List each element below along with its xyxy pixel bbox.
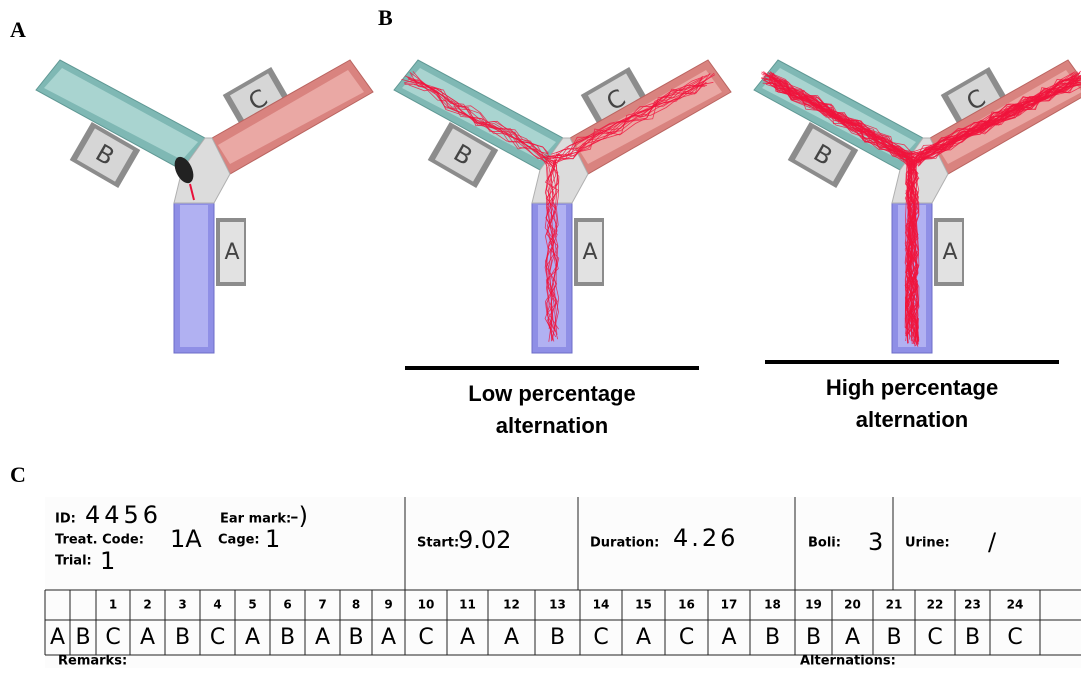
trial-number: 4 (213, 598, 221, 612)
panel-label: A (10, 17, 26, 42)
trial-number: 3 (178, 598, 186, 612)
trial-number: 5 (248, 598, 256, 612)
field-label: Urine: (905, 536, 950, 551)
trial-number: 1 (109, 598, 117, 612)
trial-number: 23 (964, 598, 981, 612)
arm-entry: C (210, 625, 225, 650)
arm-label: A (224, 240, 239, 265)
arm-a-floor (180, 205, 208, 347)
field-value: 3 (868, 528, 883, 556)
field-label: Alternations: (800, 654, 896, 669)
trial-number: 24 (1007, 598, 1024, 612)
arm-entry: A (636, 625, 651, 650)
field-value: 9.02 (458, 526, 511, 554)
field-value: 4.26 (673, 524, 738, 552)
arm-entry: A (845, 625, 860, 650)
trial-number: 6 (283, 598, 291, 612)
panel-label: C (10, 462, 26, 487)
field-value: 1A (170, 525, 202, 553)
arm-entry: B (175, 625, 190, 650)
y-maze: BCA (36, 60, 373, 353)
arm-entry: B (550, 625, 565, 650)
field-label: Cage: (218, 533, 260, 548)
arm-entry: B (806, 625, 821, 650)
page: A B C BCABCALow percentagealternationBCA… (0, 0, 1081, 668)
caption: alternation (856, 407, 968, 432)
trial-number: 7 (318, 598, 326, 612)
field-label: Duration: (590, 536, 659, 551)
field-label: Trial: (55, 554, 92, 569)
trial-number: 17 (721, 598, 738, 612)
arm-entry: B (280, 625, 295, 650)
caption: Low percentage (468, 381, 635, 406)
arm-entry: C (593, 625, 608, 650)
arm-entry: B (965, 625, 980, 650)
arm-entry: C (418, 625, 433, 650)
panel-label: B (378, 5, 393, 30)
trial-number: 10 (418, 598, 435, 612)
arm-entry: A (504, 625, 519, 650)
arm-entry: A (315, 625, 330, 650)
trial-number: 20 (844, 598, 861, 612)
field-value: / (988, 528, 997, 556)
field-value: 1 (100, 547, 115, 575)
arm-entry: B (75, 625, 90, 650)
trial-number: 13 (549, 598, 566, 612)
arm-entry: A (721, 625, 736, 650)
trial-number: 11 (459, 598, 476, 612)
arm-entry: B (348, 625, 363, 650)
arm-entry: C (927, 625, 942, 650)
trial-number: 12 (503, 598, 520, 612)
trial-number: 14 (593, 598, 610, 612)
field-label: ID: (55, 512, 76, 527)
field-label: Boli: (808, 536, 841, 551)
field-label: Start: (417, 536, 459, 551)
arm-entry: A (460, 625, 475, 650)
figure: A B C BCABCALow percentagealternationBCA… (0, 0, 1081, 668)
field-value: 1 (265, 525, 280, 553)
field-value: -) (290, 502, 308, 530)
arm-entry: A (245, 625, 260, 650)
field-label: Remarks: (58, 654, 127, 669)
trial-number: 19 (805, 598, 822, 612)
arm-label: A (582, 240, 597, 265)
arm-entry: B (886, 625, 901, 650)
field-label: Treat. Code: (55, 533, 144, 548)
caption: High percentage (826, 375, 998, 400)
trial-number: 21 (886, 598, 903, 612)
arm-entry: A (140, 625, 155, 650)
trial-number: 15 (635, 598, 652, 612)
arm-entry: B (765, 625, 780, 650)
trial-number: 22 (927, 598, 944, 612)
arm-entry: C (105, 625, 120, 650)
arm-entry: A (50, 625, 65, 650)
trial-number: 8 (352, 598, 360, 612)
trial-number: 16 (678, 598, 695, 612)
arm-entry: A (381, 625, 396, 650)
trial-number: 18 (764, 598, 781, 612)
arm-entry: C (1007, 625, 1022, 650)
arm-label: A (942, 240, 957, 265)
arm-entry: C (679, 625, 694, 650)
field-label: Ear mark: (220, 512, 291, 527)
trial-number: 9 (384, 598, 392, 612)
trial-number: 2 (143, 598, 151, 612)
field-value: 4456 (85, 501, 162, 529)
caption: alternation (496, 413, 608, 438)
